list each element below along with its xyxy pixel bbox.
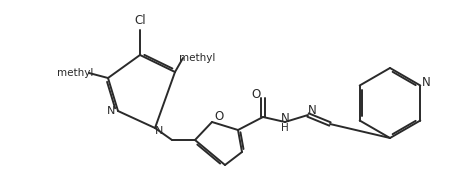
Text: methyl: methyl [179, 53, 215, 63]
Text: O: O [214, 111, 224, 123]
Text: methyl: methyl [57, 68, 93, 78]
Text: N: N [308, 103, 316, 117]
Text: N: N [107, 106, 115, 116]
Text: N: N [281, 112, 290, 124]
Text: N: N [155, 126, 163, 136]
Text: H: H [281, 123, 289, 133]
Text: Cl: Cl [134, 15, 146, 27]
Text: N: N [422, 76, 431, 89]
Text: O: O [251, 89, 261, 102]
